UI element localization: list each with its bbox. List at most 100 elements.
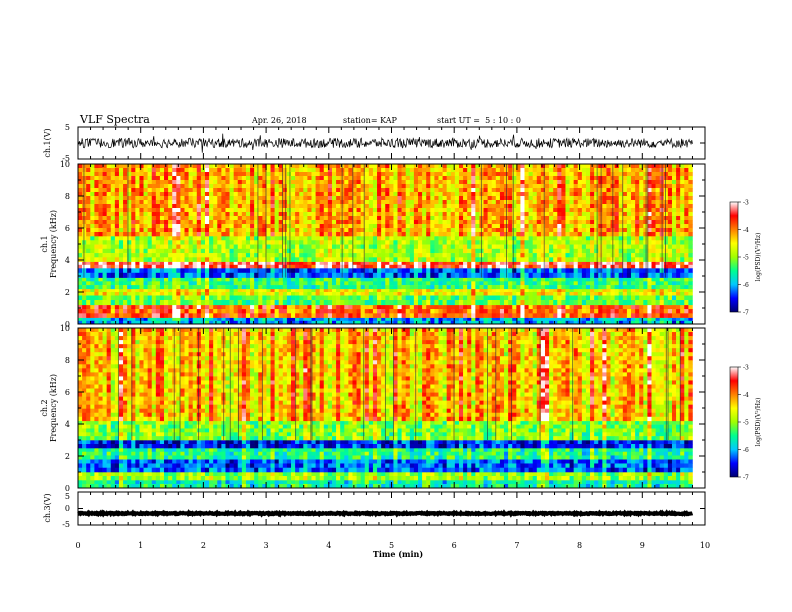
spectrogram-cell	[655, 268, 660, 274]
spectrogram-cell	[159, 295, 165, 301]
spectrogram-cell	[671, 240, 677, 245]
spectrogram-cell	[331, 236, 337, 241]
spectrogram-cell	[82, 304, 87, 310]
spectrogram-cell	[344, 164, 349, 169]
spectrogram-cell	[139, 253, 144, 258]
spectrogram-cell	[135, 309, 140, 314]
spectrogram-cell	[147, 204, 153, 209]
spectrogram-cell	[139, 272, 144, 278]
spectrogram-cell	[397, 180, 402, 185]
spectrogram-cell	[438, 192, 443, 197]
spectrogram-cell	[233, 253, 239, 258]
spectrogram-cell	[311, 168, 316, 173]
spectrogram-cell	[442, 268, 447, 274]
spectrogram-cell	[200, 172, 206, 177]
spectrogram-cell	[512, 281, 517, 286]
spectrogram-cell	[352, 192, 357, 197]
spectrogram-cell	[680, 292, 685, 296]
spectrogram-cell	[123, 172, 128, 177]
spectrogram-cell	[372, 304, 378, 310]
spectrogram-cell	[676, 320, 681, 325]
spectrogram-cell	[315, 281, 320, 286]
spectrogram-cell	[295, 248, 300, 254]
spectrogram-cell	[438, 200, 443, 205]
spectrogram-cell	[618, 240, 624, 245]
spectrogram-cell	[237, 164, 243, 169]
spectrogram-cell	[315, 168, 320, 173]
spectrogram-cell	[413, 172, 419, 177]
spectrogram-cell	[151, 188, 157, 193]
spectrogram-cell	[557, 264, 562, 269]
spectrogram-cell	[282, 244, 288, 250]
spectrogram-cell	[606, 236, 611, 241]
spectrogram-cell	[524, 236, 529, 241]
spectrogram-cell	[209, 272, 214, 278]
spectrogram-cell	[475, 172, 480, 177]
spectrogram-cell	[438, 292, 443, 296]
spectrogram-cell	[663, 320, 669, 325]
spectrogram-cell	[557, 292, 562, 296]
spectrogram-cell	[397, 295, 402, 301]
spectrogram-cell	[418, 320, 423, 325]
spectrogram-cell	[655, 257, 660, 262]
spectrogram-cell	[245, 300, 251, 306]
spectrogram-cell	[540, 196, 546, 201]
spectrogram-cell	[225, 304, 230, 310]
spectrogram-cell	[340, 320, 345, 325]
spectrogram-cell	[250, 184, 255, 189]
spectrogram-cell	[458, 281, 464, 286]
spectrogram-cell	[331, 176, 337, 181]
spectrogram-cell	[671, 320, 677, 325]
spectrogram-cell	[483, 292, 488, 296]
spectrogram-cell	[573, 257, 579, 262]
spectrogram-cell	[643, 248, 648, 254]
spectrogram-cell	[118, 264, 124, 269]
spectrogram-cell	[581, 180, 587, 185]
spectrogram-cell	[254, 272, 259, 278]
spectrogram-cell	[671, 196, 677, 201]
spectrogram-cell	[303, 248, 308, 254]
spectrogram-cell	[602, 257, 607, 262]
spectrogram-cell	[614, 292, 620, 296]
spectrogram-cell	[622, 168, 628, 173]
spectrogram-cell	[90, 295, 95, 301]
spectrogram-cell	[233, 295, 239, 301]
spectrogram-cell	[196, 253, 202, 258]
spectrogram-cell	[573, 309, 579, 314]
spectrogram-cell	[590, 313, 595, 318]
spectrogram-cell	[368, 295, 374, 301]
spectrogram-cell	[643, 300, 648, 306]
spectrogram-cell	[520, 180, 525, 185]
spectrogram-cell	[327, 304, 333, 310]
spectrogram-cell	[360, 285, 366, 290]
spectrogram-cell	[254, 288, 259, 293]
spectrogram-cell	[221, 200, 226, 205]
spectrogram-cell	[217, 295, 222, 301]
spectrogram-cell	[397, 240, 402, 245]
spectrogram-cell	[245, 317, 251, 322]
spectrogram-cell	[278, 244, 284, 250]
spectrogram-cell	[196, 236, 202, 241]
spectrogram-cell	[561, 188, 566, 193]
spectrogram-cell	[192, 320, 198, 325]
spectrogram-cell	[446, 236, 452, 241]
spectrogram-cell	[151, 264, 157, 269]
spectrogram-cell	[688, 261, 693, 266]
spectrogram-cell	[336, 261, 341, 266]
spectrogram-cell	[495, 164, 501, 169]
spectrogram-cell	[299, 304, 304, 310]
spectrogram-cell	[188, 313, 193, 318]
spectrogram-cell	[266, 288, 271, 293]
spectrogram-cell	[626, 168, 632, 173]
spectrogram-cell	[540, 317, 546, 322]
spectrogram-cell	[401, 172, 407, 177]
spectrogram-cell	[647, 285, 652, 290]
spectrogram-cell	[483, 320, 488, 325]
spectrogram-cell	[495, 309, 501, 314]
spectrogram-cell	[348, 200, 353, 205]
spectrogram-cell	[200, 300, 206, 306]
spectrogram-cell	[233, 172, 239, 177]
spectrogram-cell	[667, 292, 673, 296]
spectrogram-cell	[110, 268, 116, 274]
spectrogram-cell	[184, 244, 189, 250]
